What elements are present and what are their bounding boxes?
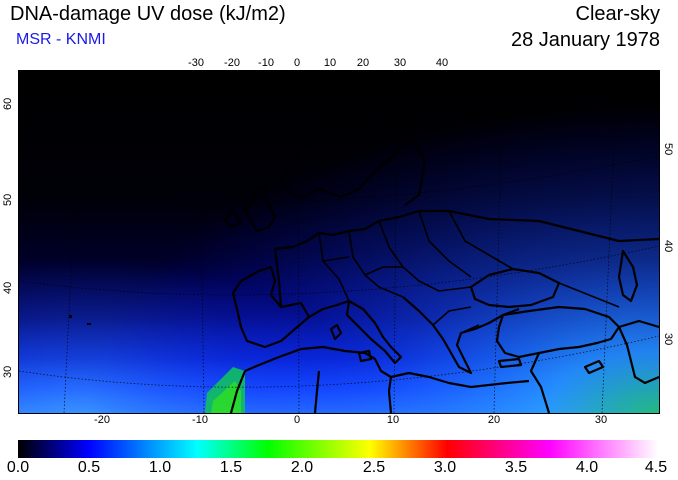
colorbar-tick-label: 0.0 [6,459,30,476]
right-lat-tick: 40 [662,240,674,253]
top-lon-tick: 0 [293,57,301,69]
black-sea-outline [469,267,561,309]
balkans-outline [402,296,520,375]
right-lat-tick: 30 [662,333,674,346]
scandinavia-outline [279,109,411,199]
top-lon-tick: 30 [393,57,407,69]
colorbar-tick-label: 3.5 [504,459,528,476]
top-lon-tick: -20 [224,57,240,69]
top-lon-tick: 40 [435,57,449,69]
bottom-lon-tick: 0 [293,414,301,426]
colorbar-tick-label: 1.0 [148,459,172,476]
bottom-lon-tick: -20 [94,414,110,426]
bottom-lon-tick: 30 [594,414,608,426]
left-lat-tick: 40 [2,281,14,294]
iberia-outline [231,265,311,349]
chart-title: DNA-damage UV dose (kJ/m2) [10,3,286,25]
colorbar-tick-label: 3.0 [433,459,457,476]
colorbar-tick-label: 2.0 [290,459,314,476]
date-label: 28 January 1978 [510,29,660,51]
left-lat-tick: 50 [2,193,14,206]
top-lon-tick: -30 [188,57,204,69]
color-scale-bar [18,440,658,458]
colorbar-tick-label: 4.0 [575,459,599,476]
bottom-lon-tick: 20 [487,414,501,426]
europe-coast [274,209,659,251]
colorbar-tick-label: 0.5 [77,459,101,476]
north-africa-coast [244,345,530,389]
uv-dose-map [18,70,660,414]
left-lat-tick: 30 [2,365,14,378]
top-lon-tick: -10 [258,57,274,69]
colorbar-tick-label: 4.5 [644,459,668,476]
bottom-lon-tick: 10 [386,414,400,426]
sky-condition-label: Clear-sky [575,3,660,25]
british-isles-outline [243,185,277,233]
italy-outline [345,299,403,365]
top-lon-tick: 10 [323,57,337,69]
top-lon-tick: 20 [356,57,370,69]
source-label: MSR - KNMI [16,31,106,48]
bottom-lon-tick: -10 [192,414,208,426]
turkey-outline [495,305,621,359]
colorbar-tick-label: 1.5 [219,459,243,476]
left-lat-tick: 60 [2,97,14,110]
right-lat-tick: 50 [662,143,674,156]
colorbar-tick-label: 2.5 [362,459,386,476]
